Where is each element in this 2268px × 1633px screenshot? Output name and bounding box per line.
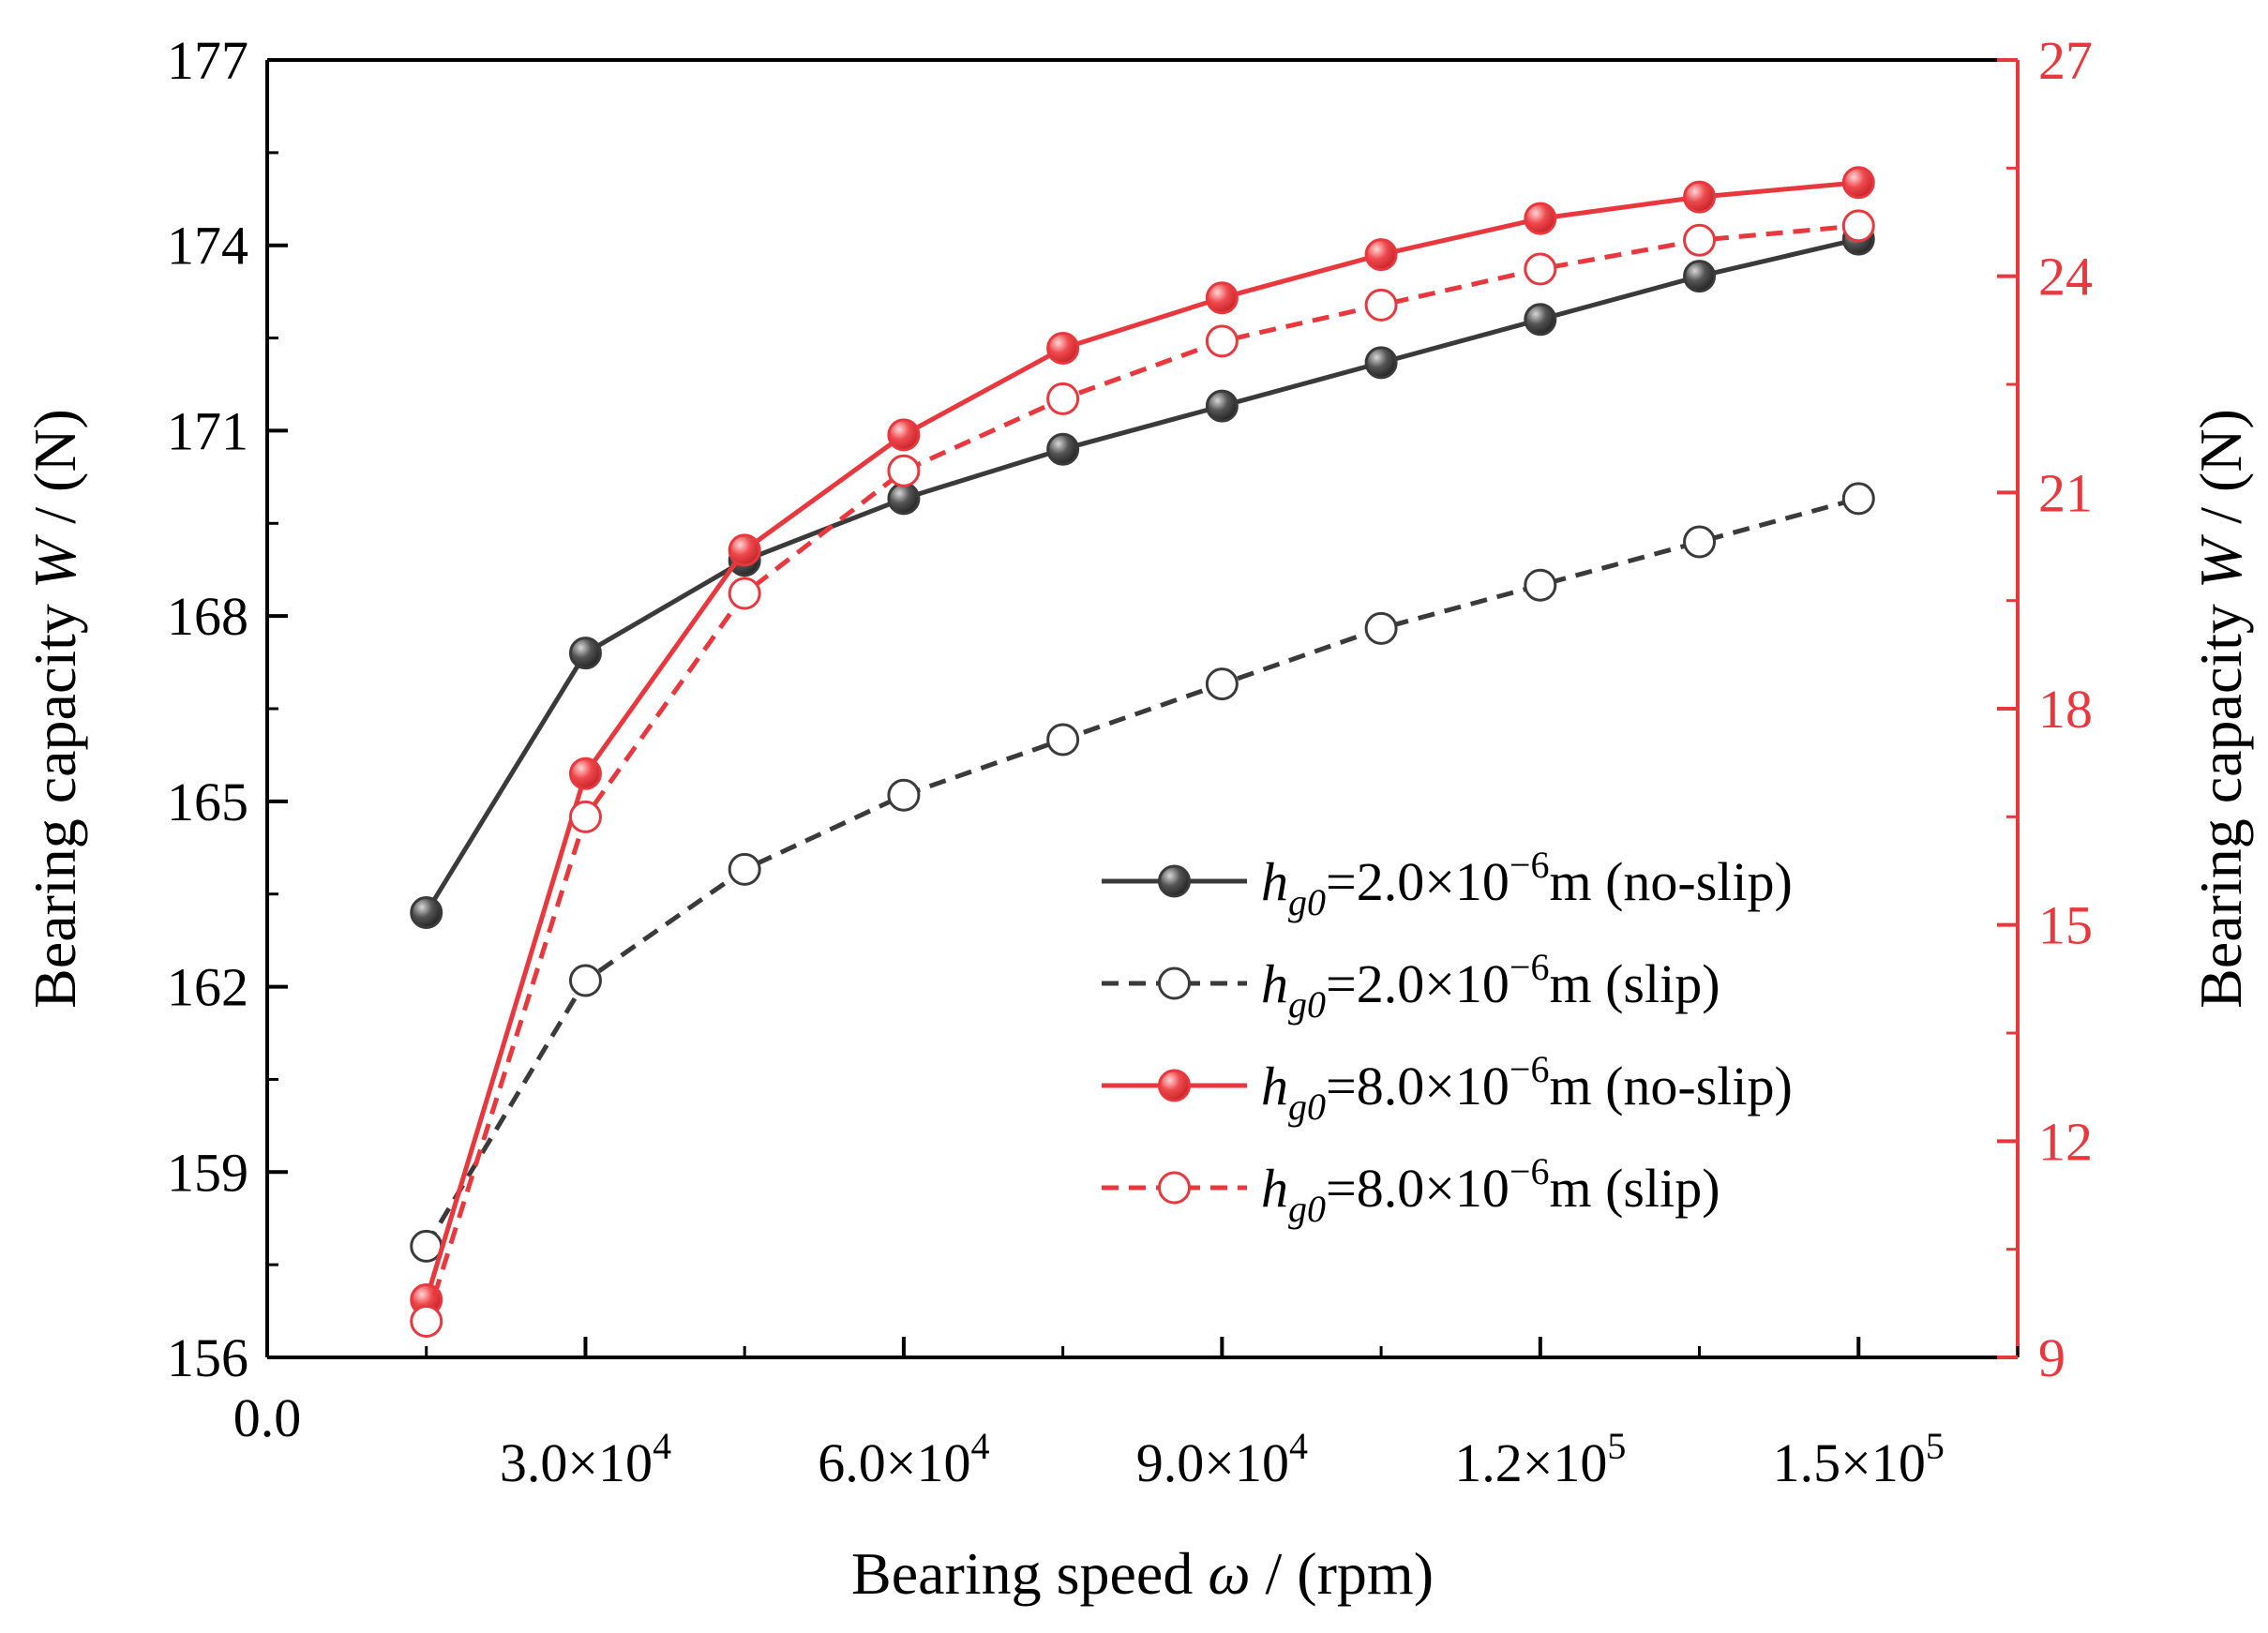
left-y-tick-label: 174 xyxy=(167,216,248,277)
data-point xyxy=(1046,723,1080,757)
data-point xyxy=(1841,209,1875,243)
data-point xyxy=(410,1229,443,1263)
x-tick-label: 9.0×104 xyxy=(1136,1425,1308,1493)
axes-layer: 0.0 3.0×104 6.0×104 9.0×104 1.2×105 1.5×105 15… xyxy=(167,30,2093,1493)
right-y-tick-label: 15 xyxy=(2038,895,2093,956)
series-4 xyxy=(410,209,1875,1339)
data-point xyxy=(1364,288,1398,322)
left-y-tick-label: 156 xyxy=(167,1327,248,1388)
legend-label: hg0=2.0×10−6m (no-slip) xyxy=(1261,844,1793,923)
data-point xyxy=(1683,180,1717,214)
legend: hg0=2.0×10−6m (no-slip) hg0=2.0×10−6m (sl… xyxy=(1102,844,1793,1230)
x-axis-title: Bearing speed ω / (rpm) xyxy=(851,1540,1434,1607)
data-point xyxy=(568,964,602,997)
legend-label: hg0=8.0×10−6m (slip) xyxy=(1261,1150,1720,1230)
data-point xyxy=(1524,252,1557,286)
data-point xyxy=(887,778,921,812)
legend-item: hg0=2.0×10−6m (no-slip) xyxy=(1102,844,1793,923)
series-2 xyxy=(410,482,1875,1263)
left-y-tick-label: 162 xyxy=(167,957,248,1018)
data-point xyxy=(728,577,761,610)
left-y-tick-label: 177 xyxy=(167,30,248,91)
data-point xyxy=(1364,611,1398,645)
x-tick-label: 1.5×105 xyxy=(1773,1425,1945,1493)
data-point xyxy=(1205,324,1239,358)
data-point xyxy=(1205,281,1239,315)
right-y-tick-label: 27 xyxy=(2038,30,2093,91)
left-y-tick-label: 168 xyxy=(167,586,248,647)
legend-label: hg0=2.0×10−6m (slip) xyxy=(1261,946,1720,1026)
data-point xyxy=(1046,382,1080,415)
data-point xyxy=(1364,346,1398,380)
series-line xyxy=(424,496,1859,1248)
legend-item: hg0=8.0×10−6m (no-slip) xyxy=(1102,1048,1793,1128)
legend-marker xyxy=(1158,966,1191,1000)
right-y-tick-label: 18 xyxy=(2038,679,2093,740)
data-point xyxy=(728,533,761,567)
data-point xyxy=(1524,303,1557,337)
series-line xyxy=(424,236,1859,914)
data-point xyxy=(1683,260,1717,293)
series-line xyxy=(424,180,1859,1301)
legend-item: hg0=2.0×10−6m (slip) xyxy=(1102,946,1720,1026)
x-tick-label: 0.0 xyxy=(233,1387,302,1448)
data-point xyxy=(1524,202,1557,235)
data-point xyxy=(1841,166,1875,200)
data-point xyxy=(1205,389,1239,423)
right-y-axis-title: Bearing capacity W / (N) xyxy=(2187,409,2254,1009)
series-line xyxy=(424,223,1859,1323)
data-point xyxy=(410,895,443,929)
x-tick-label: 3.0×104 xyxy=(500,1425,671,1493)
data-point xyxy=(410,1305,443,1339)
legend-item: hg0=8.0×10−6m (slip) xyxy=(1102,1150,1720,1230)
series-layer xyxy=(410,166,1875,1339)
left-y-tick-label: 171 xyxy=(167,400,248,461)
data-point xyxy=(1683,223,1717,257)
series-1 xyxy=(410,222,1875,929)
legend-label: hg0=8.0×10−6m (no-slip) xyxy=(1261,1048,1793,1128)
x-tick-label: 6.0×104 xyxy=(818,1425,989,1493)
axis-titles: Bearing speed ω / (rpm) Bearing capacity … xyxy=(22,409,2254,1607)
data-point xyxy=(728,852,761,886)
left-y-tick-label: 165 xyxy=(167,772,248,832)
data-point xyxy=(1364,238,1398,272)
data-point xyxy=(1683,525,1717,559)
data-point xyxy=(1205,667,1239,701)
data-point xyxy=(1524,568,1557,602)
data-point xyxy=(887,482,921,516)
data-point xyxy=(568,637,602,670)
right-y-tick-label: 21 xyxy=(2038,462,2093,523)
data-point xyxy=(1046,432,1080,466)
data-point xyxy=(568,757,602,790)
data-point xyxy=(1046,332,1080,366)
data-point xyxy=(887,418,921,452)
right-y-tick-label: 12 xyxy=(2038,1111,2093,1172)
right-y-tick-label: 9 xyxy=(2038,1327,2065,1388)
data-point xyxy=(887,454,921,487)
x-tick-label: 1.2×105 xyxy=(1454,1425,1626,1493)
data-point xyxy=(568,800,602,833)
right-y-tick-label: 24 xyxy=(2038,247,2093,307)
legend-marker xyxy=(1158,864,1191,898)
legend-marker xyxy=(1158,1171,1191,1205)
left-y-axis-title: Bearing capacity W / (N) xyxy=(22,409,88,1009)
series-3 xyxy=(410,166,1875,1316)
legend-marker xyxy=(1158,1069,1191,1102)
left-y-tick-label: 159 xyxy=(167,1142,248,1203)
data-point xyxy=(1841,482,1875,516)
